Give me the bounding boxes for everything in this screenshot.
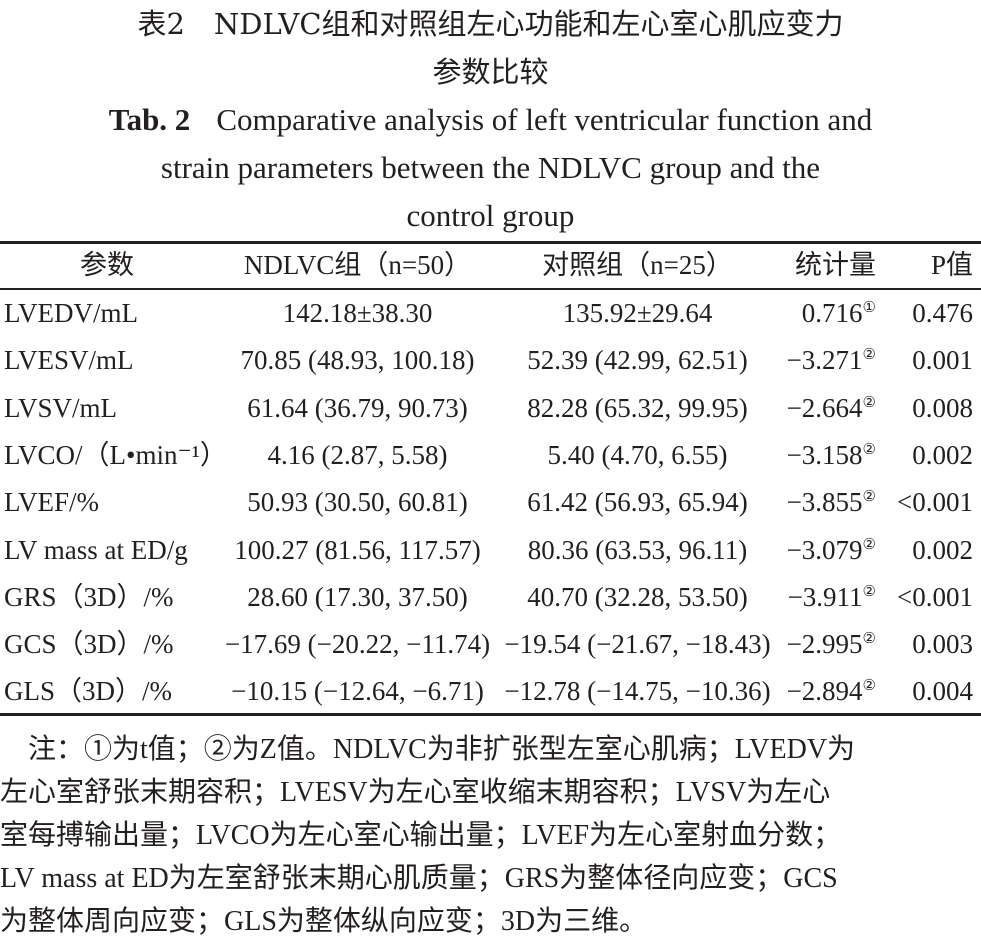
table-bottom-rule — [0, 713, 981, 716]
cell-stat: −2.995② — [787, 621, 876, 668]
cell-p: <0.001 — [897, 581, 973, 612]
cell-stat: −3.911② — [788, 574, 876, 621]
stat-value: −3.911 — [787, 581, 863, 612]
cell-param: LVEF/% — [4, 487, 100, 518]
table-row: GCS（3D）/% −17.69 (−20.22, −11.74) −19.54 (… — [0, 621, 981, 668]
note-line: 为整体周向应变；GLS为整体纵向应变；3D为三维。 — [0, 906, 648, 937]
cell-p: 0.003 — [912, 629, 973, 660]
cell-control: 82.28 (65.32, 99.95) — [527, 392, 748, 423]
caption-en-text-1: Comparative analysis of left ventricular… — [216, 102, 873, 137]
cell-param: LVCO/（L•min⁻¹） — [4, 439, 227, 470]
stat-mark: ② — [862, 536, 876, 553]
stat-mark: ② — [862, 347, 876, 364]
cell-control: 135.92±29.64 — [562, 298, 713, 328]
stat-mark: ② — [862, 394, 876, 411]
table-mid-rule — [0, 288, 981, 290]
header-param: 参数 — [80, 250, 134, 280]
cell-stat: −3.158② — [787, 432, 876, 479]
cell-control: 52.39 (42.99, 62.51) — [527, 345, 748, 376]
caption-en-line-1: Tab. 2 Comparative analysis of left ventr… — [0, 96, 981, 144]
cell-param: GRS（3D）/% — [4, 581, 174, 612]
header-p: P值 — [930, 250, 973, 280]
cell-param: LVEDV/mL — [4, 298, 138, 328]
cell-ndlvc: 100.27 (81.56, 117.57) — [234, 534, 481, 565]
note-line: 注：①为t值；②为Z值。NDLVC为非扩张型左室心肌病；LVEDV为 — [0, 734, 856, 765]
cell-stat: 0.716① — [802, 290, 876, 337]
cell-control: 61.42 (56.93, 65.94) — [527, 487, 748, 518]
cell-p: 0.008 — [912, 392, 973, 423]
cell-p: 0.002 — [912, 534, 973, 565]
cell-param: LVESV/mL — [4, 345, 134, 376]
stat-mark: ① — [862, 300, 876, 316]
stat-mark: ② — [862, 678, 876, 695]
cell-ndlvc: −10.15 (−12.64, −6.71) — [231, 676, 484, 707]
table-top-rule — [0, 241, 981, 244]
stat-value: −3.079 — [786, 534, 863, 565]
cell-ndlvc: −17.69 (−20.22, −11.74) — [224, 629, 491, 660]
cell-p: 0.001 — [912, 345, 973, 376]
cell-ndlvc: 4.16 (2.87, 5.58) — [267, 439, 448, 470]
cell-param: LVSV/mL — [4, 392, 118, 423]
header-stat: 统计量 — [795, 250, 876, 280]
table-header-row: 参数 NDLVC组（n=50） 对照组（n=25） 统计量 P值 — [0, 242, 981, 289]
table-row: LVCO/（L•min⁻¹） 4.16 (2.87, 5.58) 5.40 (4.7… — [0, 432, 981, 479]
stat-value: −3.158 — [786, 439, 863, 470]
table-label: Tab. 2 — [108, 102, 191, 137]
cell-control: 5.40 (4.70, 6.55) — [547, 439, 728, 470]
cell-ndlvc: 28.60 (17.30, 37.50) — [247, 581, 468, 612]
cell-control: −19.54 (−21.67, −18.43) — [504, 629, 771, 660]
table-row: LVESV/mL 70.85 (48.93, 100.18) 52.39 (42.9… — [0, 337, 981, 384]
note-line: 室每搏输出量；LVCO为左心室心输出量；LVEF为左心室射血分数； — [0, 820, 842, 851]
header-control: 对照组（n=25） — [542, 250, 733, 280]
stat-value: 0.716 — [801, 298, 863, 328]
cell-stat: −3.079② — [787, 527, 876, 574]
cell-ndlvc: 50.93 (30.50, 60.81) — [247, 487, 468, 518]
cell-param: LV mass at ED/g — [4, 534, 188, 565]
stat-mark: ② — [862, 631, 876, 648]
stat-value: −2.664 — [786, 392, 863, 423]
table-row: LVEF/% 50.93 (30.50, 60.81) 61.42 (56.93, … — [0, 479, 981, 526]
cell-control: −12.78 (−14.75, −10.36) — [504, 676, 771, 707]
stat-mark: ② — [862, 441, 876, 458]
caption-en-line-3: control group — [406, 198, 575, 233]
stat-value: −2.894 — [786, 676, 863, 707]
cell-stat: −2.664② — [787, 385, 876, 432]
stat-value: −3.271 — [786, 345, 863, 376]
cell-stat: −2.894② — [787, 668, 876, 715]
cell-p: <0.001 — [897, 487, 973, 518]
table-row: LVEDV/mL 142.18±38.30 135.92±29.64 0.716① 0.… — [0, 290, 981, 337]
table-row: LVSV/mL 61.64 (36.79, 90.73) 82.28 (65.32,… — [0, 385, 981, 432]
cell-ndlvc: 142.18±38.30 — [282, 298, 433, 328]
note-line: LV mass at ED为左室舒张末期心肌质量；GRS为整体径向应变；GCS — [0, 863, 838, 894]
caption-en-line-2: strain parameters between the NDLVC grou… — [160, 150, 821, 185]
cell-param: GCS（3D）/% — [4, 629, 174, 660]
cell-control: 40.70 (32.28, 53.50) — [527, 581, 748, 612]
caption-cn-line-2: 参数比较 — [432, 55, 549, 89]
stat-value: −2.995 — [786, 629, 863, 660]
table-row: LV mass at ED/g 100.27 (81.56, 117.57) 80.… — [0, 527, 981, 574]
cell-ndlvc: 70.85 (48.93, 100.18) — [240, 345, 475, 376]
caption-cn-line-1: 表2 NDLVC组和对照组左心功能和左心室心肌应变力 — [137, 7, 844, 41]
header-ndlvc: NDLVC组（n=50） — [243, 250, 472, 280]
cell-p: 0.004 — [912, 676, 973, 707]
cell-param: GLS（3D）/% — [4, 676, 172, 707]
cell-p: 0.002 — [912, 439, 973, 470]
cell-stat: −3.855② — [787, 479, 876, 526]
note-line: 左心室舒张末期容积；LVESV为左心室收缩末期容积；LVSV为左心 — [0, 777, 831, 808]
cell-stat: −3.271② — [787, 337, 876, 384]
cell-p: 0.476 — [912, 298, 973, 328]
cell-ndlvc: 61.64 (36.79, 90.73) — [247, 392, 468, 423]
table-row: GLS（3D）/% −10.15 (−12.64, −6.71) −12.78 (−… — [0, 668, 981, 715]
stat-mark: ② — [862, 583, 876, 600]
stat-mark: ② — [862, 489, 876, 506]
table-row: GRS（3D）/% 28.60 (17.30, 37.50) 40.70 (32.2… — [0, 574, 981, 621]
stat-value: −3.855 — [786, 487, 863, 518]
cell-control: 80.36 (63.53, 96.11) — [527, 534, 748, 565]
